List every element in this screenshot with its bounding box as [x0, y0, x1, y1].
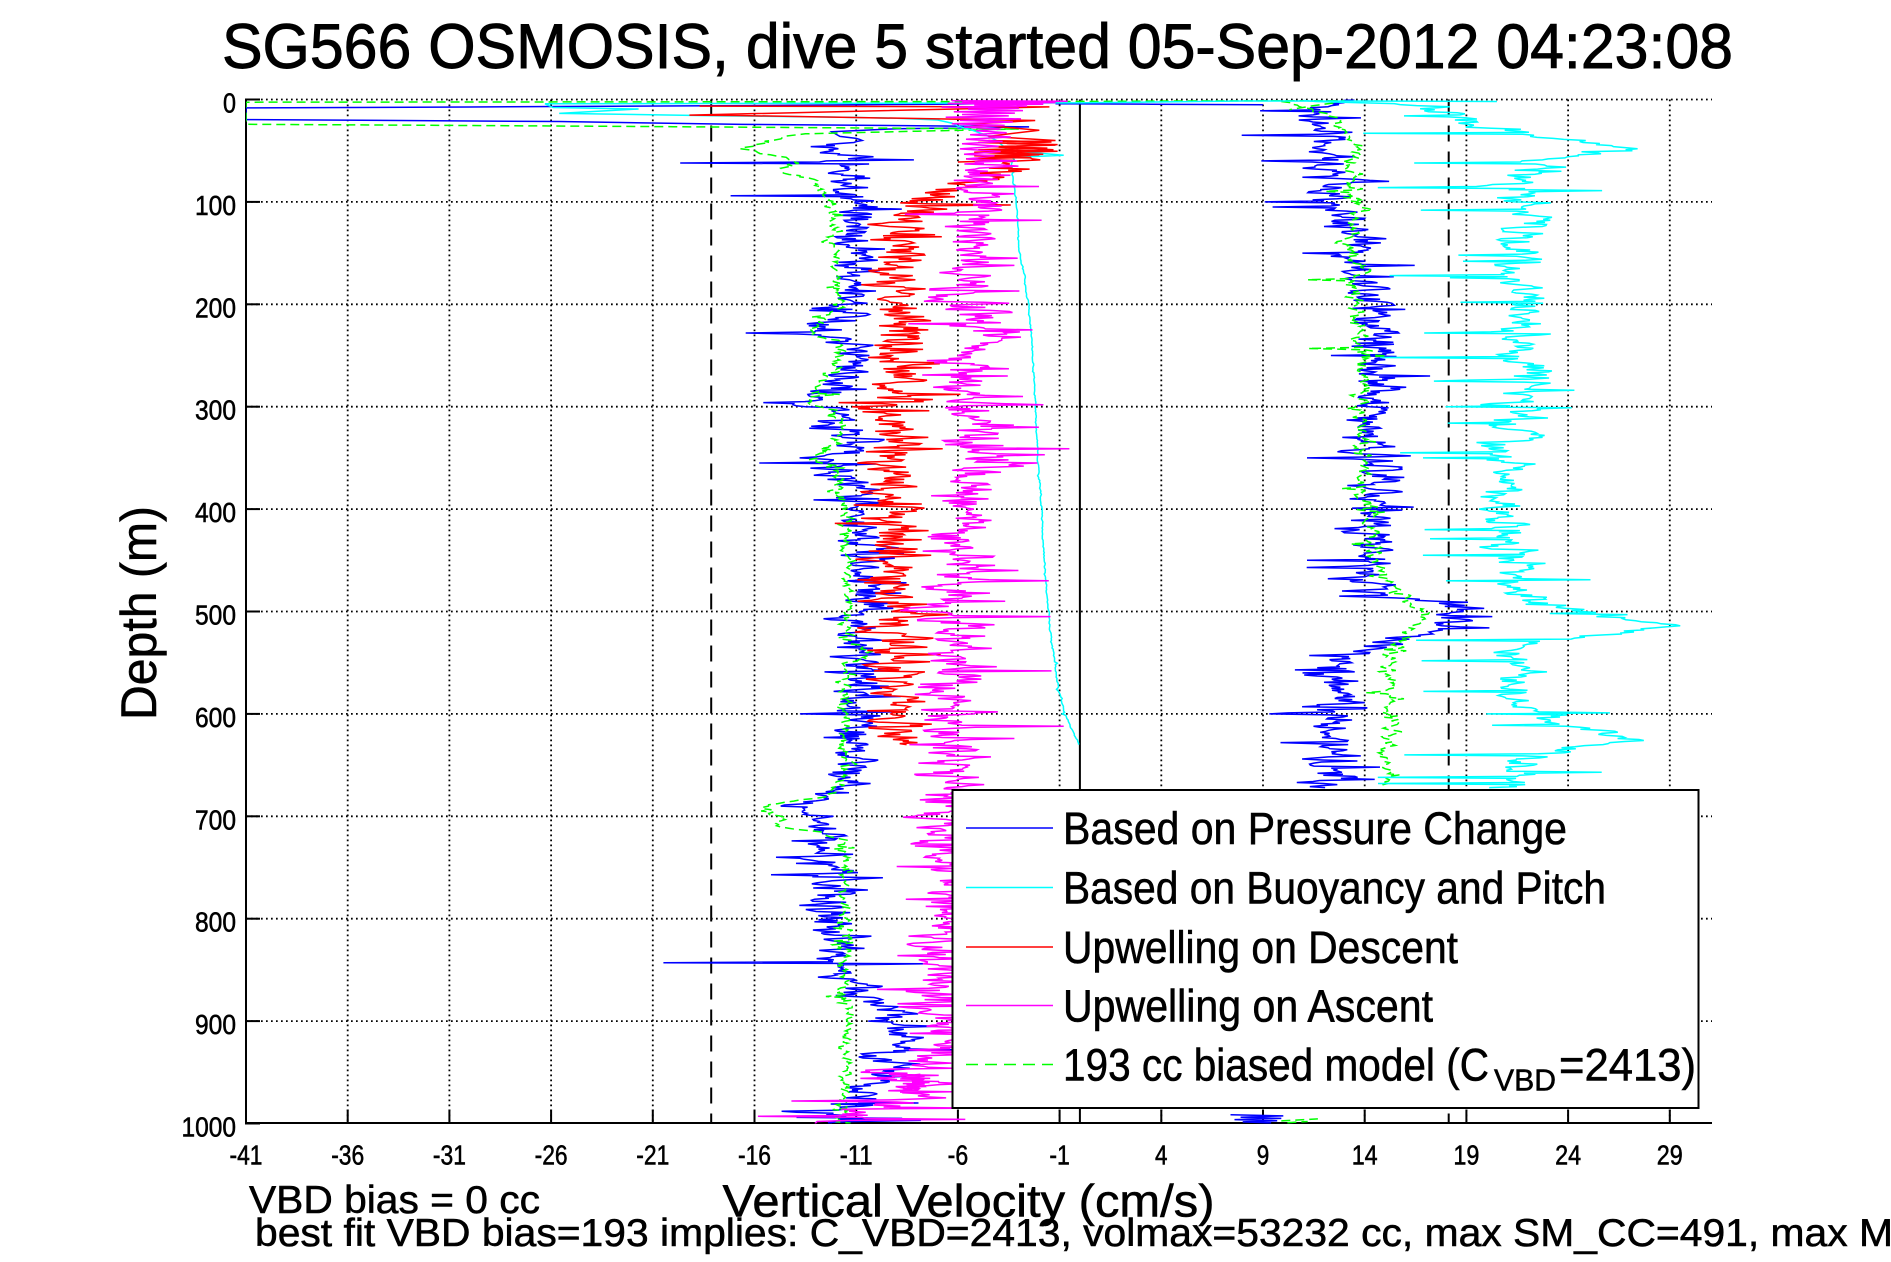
svg-text:300: 300 [195, 395, 236, 426]
svg-text:100: 100 [195, 190, 236, 221]
svg-text:VBD bias = 0 cc: VBD bias = 0 cc [249, 1179, 540, 1222]
svg-text:Based on Buoyancy and Pitch: Based on Buoyancy and Pitch [1063, 863, 1606, 914]
svg-text:-36: -36 [331, 1140, 364, 1171]
svg-text:Depth (m): Depth (m) [111, 506, 167, 720]
svg-text:400: 400 [195, 497, 236, 528]
svg-text:193 cc biased model (C: 193 cc biased model (C [1063, 1040, 1489, 1091]
svg-text:500: 500 [195, 600, 236, 631]
svg-text:24: 24 [1555, 1140, 1581, 1171]
svg-text:best fit VBD bias=193 implies:: best fit VBD bias=193 implies: C_VBD=241… [255, 1212, 1891, 1255]
svg-text:-1: -1 [1049, 1140, 1070, 1171]
svg-text:4: 4 [1155, 1140, 1168, 1171]
svg-text:800: 800 [195, 907, 236, 938]
svg-text:14: 14 [1352, 1140, 1378, 1171]
svg-text:900: 900 [195, 1009, 236, 1040]
svg-text:1000: 1000 [182, 1112, 237, 1143]
svg-text:VBD: VBD [1494, 1063, 1556, 1098]
svg-text:SG566 OSMOSIS, dive 5 started: SG566 OSMOSIS, dive 5 started 05-Sep-201… [222, 12, 1733, 82]
svg-text:-11: -11 [840, 1140, 873, 1171]
svg-text:-21: -21 [636, 1140, 669, 1171]
svg-text:-31: -31 [433, 1140, 466, 1171]
svg-text:Based on Pressure Change: Based on Pressure Change [1063, 803, 1567, 854]
svg-text:19: 19 [1453, 1140, 1479, 1171]
svg-text:700: 700 [195, 804, 236, 835]
svg-text:=2413): =2413) [1559, 1040, 1696, 1091]
svg-text:9: 9 [1257, 1140, 1270, 1171]
svg-text:-6: -6 [948, 1140, 969, 1171]
svg-text:Vertical Velocity (cm/s): Vertical Velocity (cm/s) [723, 1176, 1215, 1227]
svg-text:600: 600 [195, 702, 236, 733]
svg-text:200: 200 [195, 292, 236, 323]
svg-text:-16: -16 [738, 1140, 771, 1171]
svg-text:-41: -41 [230, 1140, 263, 1171]
svg-text:Upwelling on Descent: Upwelling on Descent [1063, 922, 1458, 973]
svg-text:0: 0 [223, 88, 236, 119]
svg-text:-26: -26 [535, 1140, 568, 1171]
svg-text:Upwelling on Ascent: Upwelling on Ascent [1063, 981, 1433, 1032]
svg-text:29: 29 [1657, 1140, 1683, 1171]
